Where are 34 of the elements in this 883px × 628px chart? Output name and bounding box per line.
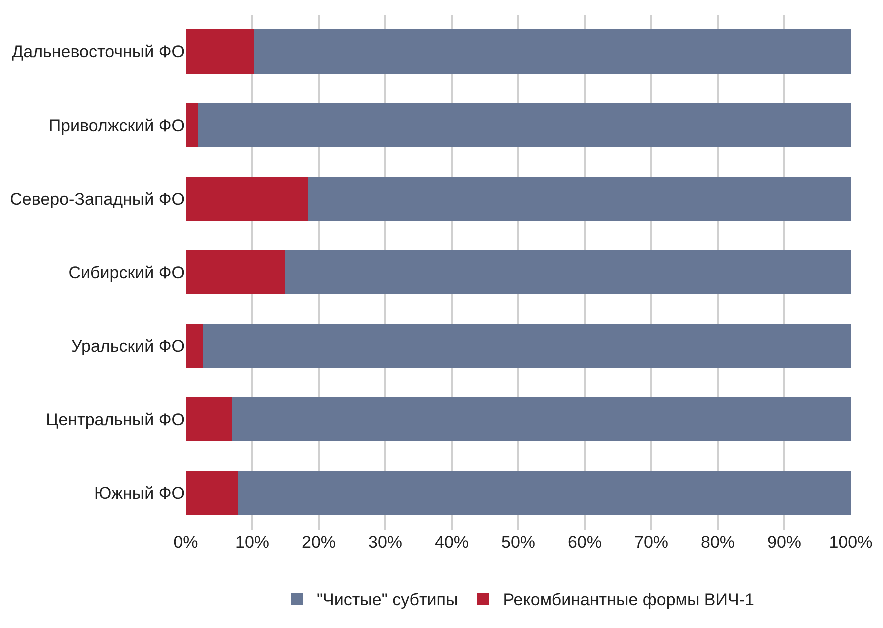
- bar: [186, 30, 254, 74]
- bar: [232, 398, 851, 442]
- x-tick-label: 30%: [368, 533, 403, 552]
- x-tick-label: 40%: [434, 533, 470, 552]
- bar: [203, 324, 851, 368]
- bar: [186, 398, 232, 442]
- y-tick-label: Северо-Западный ФО: [10, 190, 185, 209]
- bar: [308, 176, 851, 221]
- bar: [186, 176, 308, 221]
- y-tick-label: Дальневосточный ФО: [12, 42, 185, 62]
- y-tick-label: Южный ФО: [94, 484, 185, 504]
- x-tick-label: 10%: [235, 533, 270, 552]
- x-tick-label: 70%: [634, 533, 669, 552]
- bar: [198, 103, 851, 148]
- bar: [186, 103, 198, 148]
- x-tick-label: 60%: [568, 533, 602, 552]
- bar: [186, 250, 286, 295]
- y-tick-label: Сибирский ФО: [68, 263, 185, 282]
- bar: [186, 324, 204, 368]
- bar: [254, 30, 851, 74]
- x-tick-label: 50%: [501, 533, 536, 552]
- x-tick-label: 100%: [829, 533, 873, 552]
- y-tick-label: Уральский ФО: [71, 337, 185, 356]
- x-tick-label: 90%: [767, 533, 802, 552]
- x-tick-label: 80%: [700, 533, 736, 552]
- bar: [186, 471, 238, 516]
- legend-label: Рекомбинантные формы ВИЧ-1: [503, 590, 754, 610]
- x-tick-label: 0%: [174, 533, 198, 552]
- y-tick-label: Центральный ФО: [46, 410, 185, 430]
- bar: [285, 250, 851, 295]
- bar: [238, 471, 851, 516]
- legend-label: "Чистые" субтипы: [317, 590, 458, 610]
- x-tick-label: 20%: [302, 533, 336, 552]
- y-tick-label: Приволжский ФО: [48, 116, 185, 136]
